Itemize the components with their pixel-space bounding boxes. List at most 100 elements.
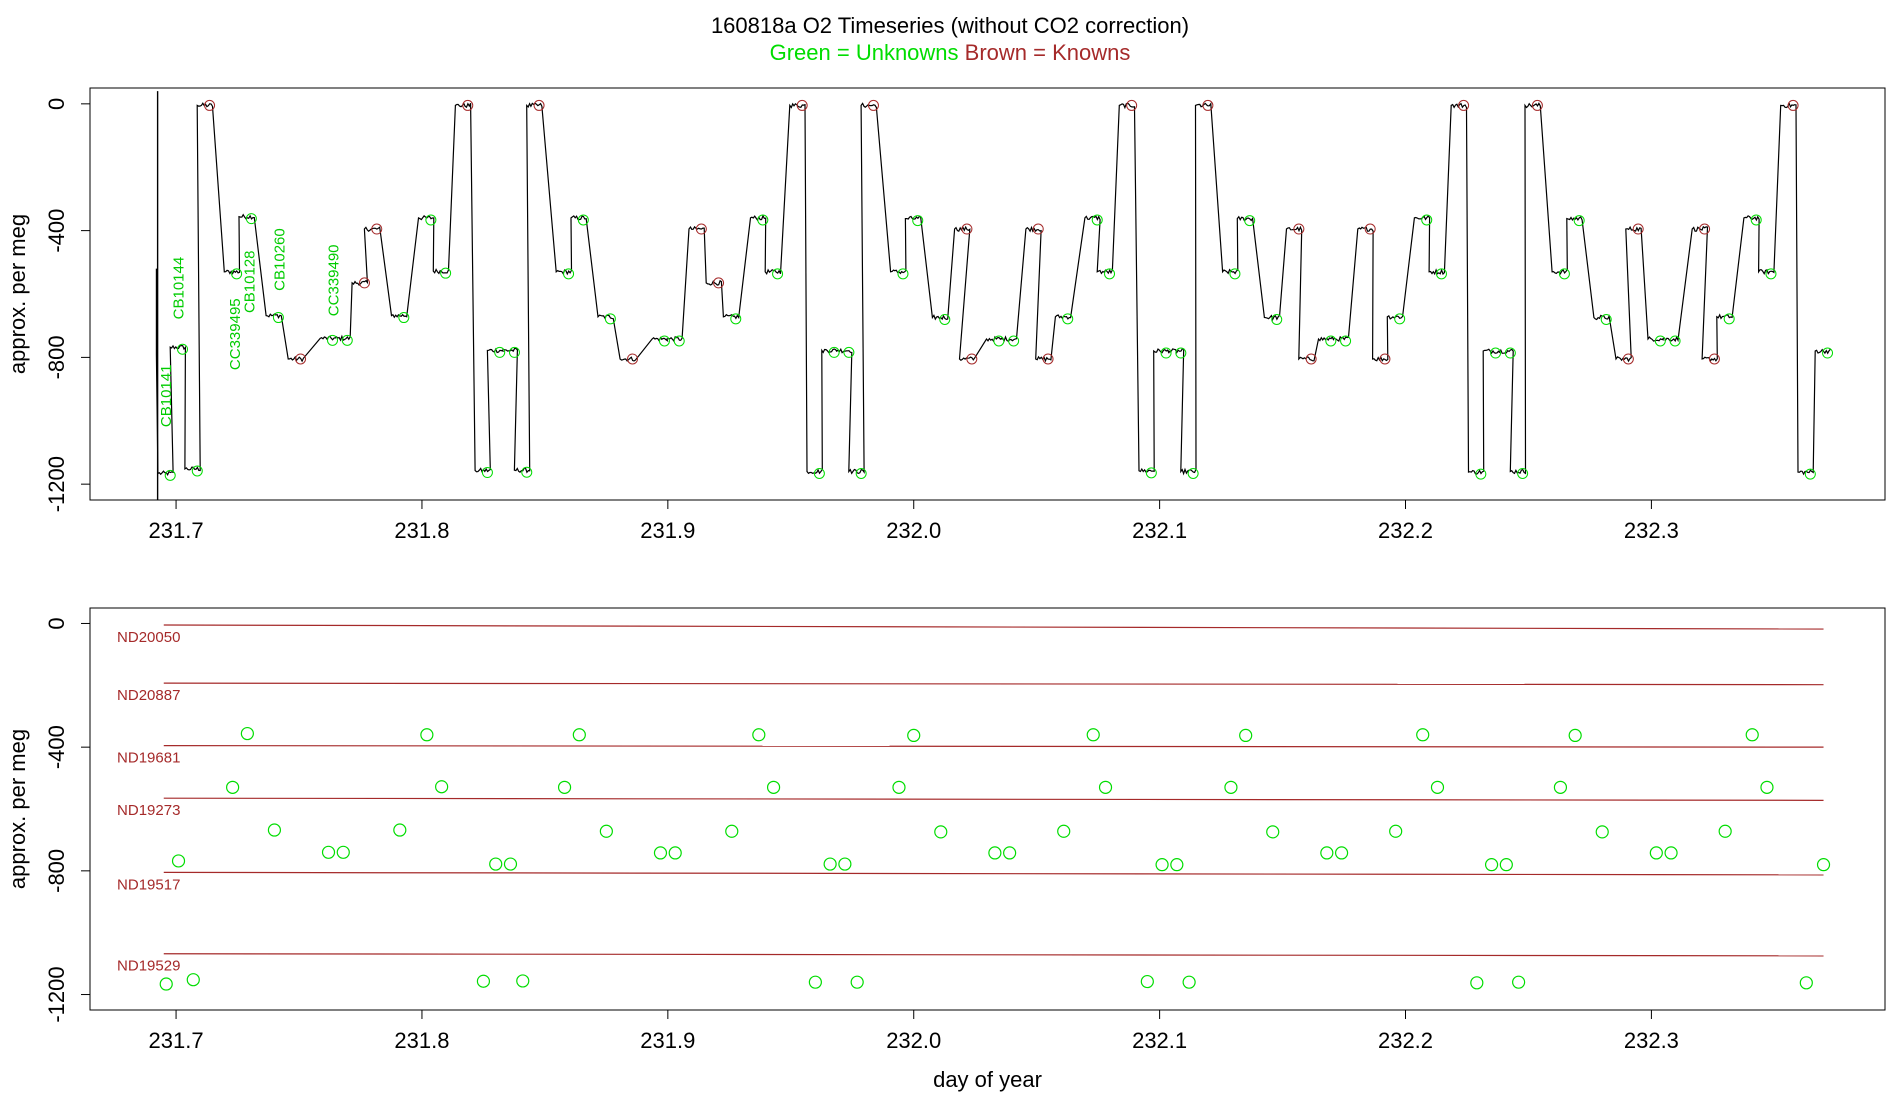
- top-unknown-marker: [1558, 268, 1570, 280]
- unknown-point: [838, 857, 852, 871]
- unknown-point: [1003, 846, 1017, 860]
- bottom-x-tick-label: 231.9: [640, 1028, 695, 1053]
- top-x-tick-label: 231.8: [394, 518, 449, 543]
- top-unknown-marker: [1271, 313, 1283, 325]
- unknown-point: [393, 823, 407, 837]
- chart-title: 160818a O2 Timeseries (without CO2 corre…: [710, 13, 1190, 38]
- top-known-marker: [713, 277, 725, 289]
- unknown-point: [516, 974, 530, 988]
- unknown-point: [572, 728, 586, 742]
- top-known-marker: [1126, 99, 1138, 111]
- top-unknown-marker: [1475, 468, 1487, 480]
- bottom-y-axis-label: approx. per meg: [5, 729, 30, 889]
- top-unknown-marker: [327, 334, 339, 346]
- known-line-nd19681: [163, 745, 1824, 748]
- unknown-point: [668, 846, 682, 860]
- unknown-point: [321, 845, 336, 859]
- sample-label-cb10141: CB10141: [158, 365, 175, 428]
- top-y-axis-label: approx. per meg: [5, 214, 30, 374]
- top-unknown-marker: [440, 267, 452, 279]
- top-unknown-marker: [1421, 214, 1433, 226]
- unknown-point: [1553, 780, 1568, 794]
- unknown-point: [1595, 825, 1609, 839]
- top-unknown-marker: [1723, 313, 1735, 325]
- top-known-marker: [695, 223, 707, 235]
- top-unknown-marker: [855, 467, 867, 479]
- top-x-tick-label: 232.1: [1132, 518, 1187, 543]
- top-unknown-marker: [1765, 268, 1777, 280]
- known-line-nd20050: [163, 624, 1824, 630]
- top-unknown-marker: [341, 334, 353, 346]
- unknown-point: [1649, 846, 1663, 860]
- legend-subtitle: Green = Unknowns Brown = Knowns: [0, 40, 1900, 66]
- unknown-point: [1799, 976, 1813, 990]
- unknown-point: [1098, 780, 1113, 794]
- unknown-point: [1664, 846, 1678, 860]
- bottom-x-tick-label: 232.3: [1624, 1028, 1679, 1053]
- top-unknown-marker: [1435, 268, 1447, 280]
- top-unknown-marker: [658, 335, 670, 347]
- bottom-x-tick-label: 232.0: [886, 1028, 941, 1053]
- top-known-marker: [796, 99, 808, 111]
- top-known-marker: [204, 99, 216, 111]
- top-unknown-marker: [425, 214, 437, 226]
- top-known-marker: [1293, 223, 1305, 235]
- unknown-point: [420, 728, 434, 742]
- sample-label-cb10128: CB10128: [242, 250, 259, 313]
- unknown-point: [476, 974, 491, 988]
- unknown-point: [1512, 975, 1526, 989]
- top-y-tick-label: -1200: [44, 456, 69, 512]
- top-unknown-marker: [563, 268, 575, 280]
- known-label-nd19273: ND19273: [117, 802, 180, 819]
- top-known-marker: [1305, 353, 1317, 365]
- sample-label-cb10144: CB10144: [170, 257, 187, 320]
- top-unknown-marker: [1187, 467, 1199, 479]
- top-unknown-marker: [897, 268, 909, 280]
- unknown-point: [599, 824, 613, 838]
- sample-label-cc339495: CC339495: [227, 298, 244, 370]
- top-unknown-marker: [1340, 335, 1352, 347]
- top-known-marker: [1622, 353, 1634, 365]
- top-y-tick-label: -400: [44, 209, 69, 253]
- top-unknown-marker: [231, 268, 243, 280]
- top-unknown-marker: [1600, 313, 1612, 325]
- top-known-marker: [966, 353, 978, 365]
- top-unknown-marker: [1175, 347, 1187, 359]
- top-known-marker: [295, 353, 307, 365]
- top-x-tick-label: 231.9: [640, 518, 695, 543]
- bottom-y-tick-label: 0: [44, 617, 69, 629]
- top-y-tick-label: -800: [44, 335, 69, 379]
- unknown-point: [1499, 858, 1513, 872]
- top-unknown-marker: [508, 346, 520, 358]
- top-x-tick-label: 232.0: [886, 518, 941, 543]
- top-unknown-marker: [1573, 215, 1585, 227]
- top-unknown-marker: [1325, 335, 1337, 347]
- unknown-point: [1170, 858, 1184, 872]
- unknown-point: [1320, 846, 1334, 860]
- sample-label-cc339490: CC339490: [325, 244, 342, 316]
- unknown-point: [1718, 824, 1732, 838]
- top-known-marker: [627, 353, 638, 365]
- unknown-point: [435, 780, 449, 794]
- top-unknown-marker: [1104, 268, 1116, 280]
- top-x-tick-label: 232.3: [1624, 518, 1679, 543]
- top-known-marker: [1032, 223, 1044, 235]
- top-unknown-marker: [772, 268, 784, 280]
- unknown-point: [240, 726, 254, 741]
- unknown-point: [907, 728, 921, 743]
- bottom-x-tick-label: 231.7: [149, 1028, 204, 1053]
- top-unknown-marker: [272, 312, 284, 324]
- top-unknown-marker: [813, 467, 825, 479]
- unknown-point: [1057, 824, 1071, 838]
- top-y-tick-label: 0: [44, 98, 69, 110]
- unknown-point: [226, 780, 240, 794]
- top-unknown-marker: [1654, 335, 1666, 347]
- top-known-marker: [1632, 223, 1644, 235]
- top-unknown-marker: [245, 213, 257, 225]
- known-label-nd20050: ND20050: [117, 629, 180, 646]
- unknown-point: [823, 857, 837, 871]
- known-label-nd19529: ND19529: [117, 958, 180, 975]
- unknown-point: [653, 846, 668, 860]
- unknown-point: [186, 973, 200, 987]
- unknown-point: [1816, 858, 1831, 872]
